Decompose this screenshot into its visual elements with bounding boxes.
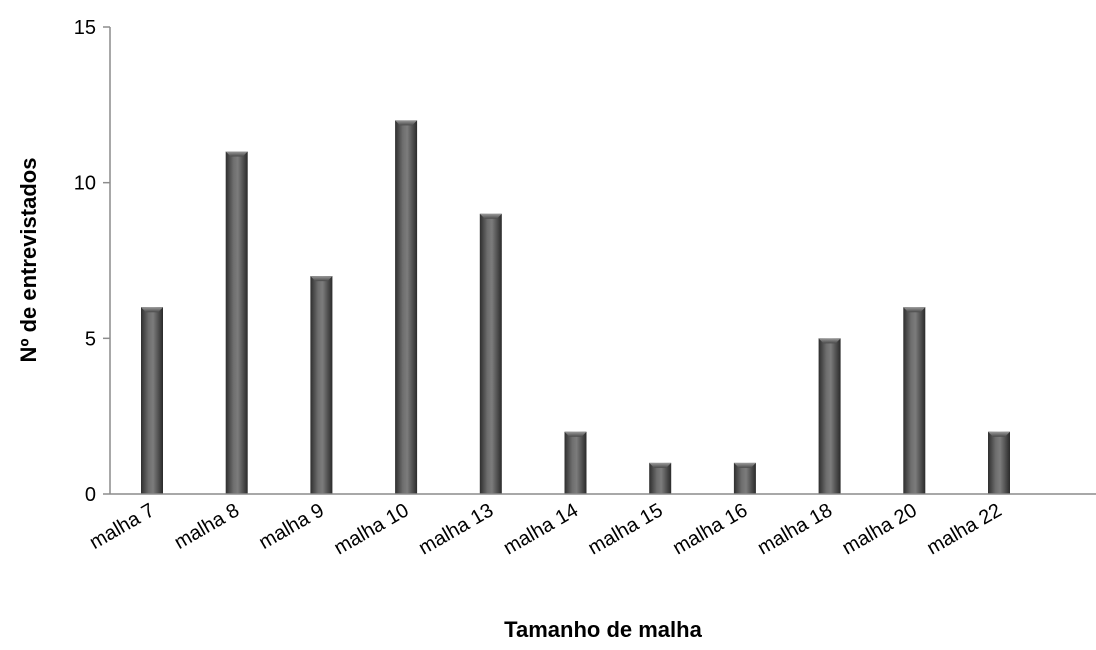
x-tick-label: malha 7	[86, 499, 159, 554]
bar-body	[564, 431, 587, 494]
bar-cap	[395, 120, 418, 126]
bar	[141, 307, 163, 494]
bar-body	[310, 276, 333, 494]
bar-cap	[479, 213, 502, 219]
bar	[310, 276, 333, 494]
y-tick-label: 10	[74, 173, 96, 195]
x-tick-label: malha 8	[171, 499, 244, 554]
x-tick-label: malha 10	[330, 499, 412, 559]
bar	[564, 431, 587, 494]
x-axis-title: Tamanho de malha	[504, 617, 702, 642]
bar-body	[225, 151, 248, 495]
bar-body	[988, 431, 1010, 494]
bar-body	[818, 338, 841, 494]
y-axis-title: Nº de entrevistados	[16, 158, 41, 363]
bar-body	[733, 462, 756, 494]
y-tick-label: 5	[85, 328, 96, 350]
bar	[903, 307, 926, 494]
bar	[988, 431, 1010, 494]
bar-body	[141, 307, 163, 494]
x-tick-label: malha 16	[669, 499, 751, 559]
bar-body	[395, 120, 418, 495]
bar-cap	[141, 307, 163, 313]
bar-body	[649, 462, 672, 494]
bar-body	[903, 307, 926, 494]
bar	[225, 151, 248, 495]
x-axis-labels: malha 7 malha 8 malha 9 malha 10 malha 13 mal…	[86, 499, 1006, 559]
bar-cap	[564, 431, 587, 437]
x-tick-label: malha 22	[923, 499, 1005, 559]
bar-cap	[903, 307, 926, 313]
bar-cap	[988, 431, 1010, 437]
bars-group	[141, 120, 1010, 495]
x-tick-label: malha 20	[839, 499, 921, 559]
bar-body	[479, 213, 502, 495]
bar	[395, 120, 418, 495]
y-axis-ticks: 0 5 10 15	[74, 17, 110, 506]
y-tick-label: 0	[85, 484, 96, 506]
y-tick-label: 15	[74, 17, 96, 39]
bar-cap	[733, 462, 756, 468]
bar-cap	[310, 276, 333, 282]
bar	[649, 462, 672, 494]
bar-cap	[818, 338, 841, 344]
x-tick-label: malha 13	[415, 499, 497, 559]
bar-cap	[225, 151, 248, 157]
bar	[733, 462, 756, 494]
bar	[479, 213, 502, 495]
x-tick-label: malha 14	[500, 499, 582, 559]
x-tick-label: malha 9	[255, 499, 328, 554]
x-tick-label: malha 15	[584, 499, 666, 559]
bar	[818, 338, 841, 494]
bar-cap	[649, 462, 672, 468]
x-tick-label: malha 18	[754, 499, 836, 559]
